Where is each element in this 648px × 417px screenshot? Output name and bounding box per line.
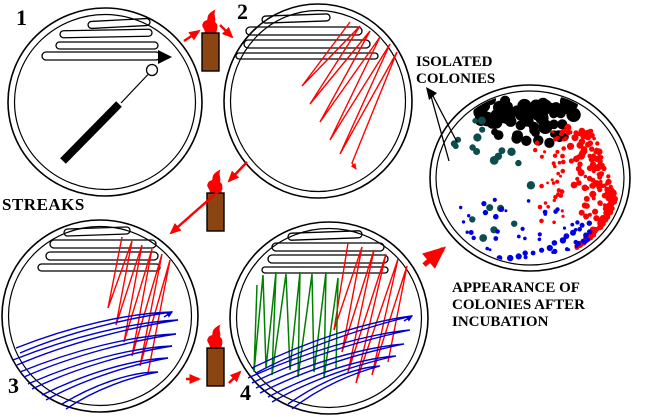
step-4-label: 4	[240, 380, 251, 405]
arrow-dish2-to-burner2	[227, 161, 248, 183]
bunsen-burner-icon-3	[206, 323, 225, 387]
arrow-burner1-to-dish2	[219, 24, 234, 39]
step-2-label: 2	[237, 0, 248, 24]
dish-3-streaks-black	[37, 226, 161, 272]
dish-3-blue-arrow-tip	[163, 311, 174, 318]
dish-1-streaks-black	[41, 17, 172, 64]
bunsen-burner-icon-1	[201, 8, 220, 72]
dish-2-streaks-red	[301, 21, 398, 170]
colonies-red	[533, 124, 618, 251]
petri-dish-2	[223, 3, 413, 199]
dish-4-streaks-green	[253, 271, 339, 379]
isolated-colonies-label: ISOLATED COLONIES	[416, 54, 496, 87]
colonies-blue	[459, 197, 593, 262]
dish-4-streaks-black	[261, 230, 389, 274]
arrow-burner2-to-dish3	[169, 187, 223, 235]
arrow-dish1-to-burner1	[183, 29, 201, 43]
petri-dish-result	[429, 84, 631, 272]
arrow-burner3-to-dish4	[228, 370, 242, 384]
appearance-caption: APPEARANCE OF COLONIES AFTER INCUBATION	[452, 280, 585, 330]
leader-arrow-icon	[426, 87, 458, 162]
step-1-label: 1	[16, 5, 27, 30]
colonies-teal	[450, 116, 536, 242]
petri-dish-3	[1, 219, 199, 413]
petri-dish-1	[7, 7, 203, 197]
dish-2-streaks-black	[235, 13, 379, 60]
streak-direction-arrowhead	[158, 50, 172, 64]
colony-mass-black	[473, 93, 581, 148]
streaks-title: STREAKS	[2, 195, 85, 214]
petri-dish-4	[229, 221, 429, 415]
dish-4-streaks-red	[333, 242, 408, 384]
step-3-label: 3	[8, 373, 19, 398]
arrow-dish4-to-result	[422, 246, 447, 269]
dish-4-blue-arrow-tip	[403, 315, 414, 322]
inoculation-loop-icon	[60, 63, 159, 164]
